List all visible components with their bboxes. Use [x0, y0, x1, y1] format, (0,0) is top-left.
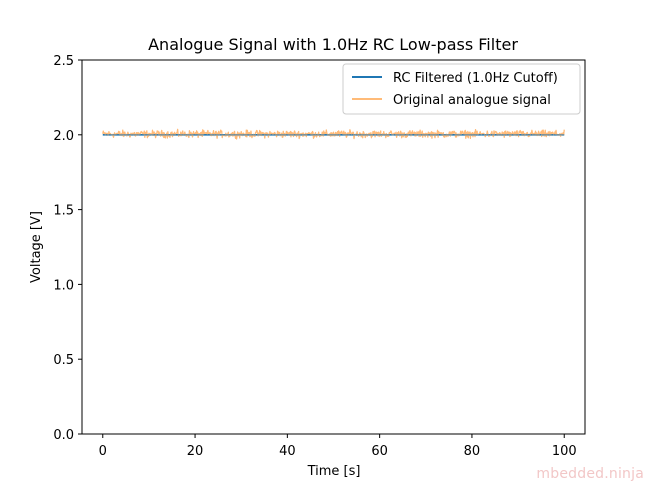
- x-tick-label: 100: [552, 444, 577, 459]
- x-tick-label: 40: [279, 444, 296, 459]
- plot-area: [81, 59, 586, 435]
- y-axis: 0.0 0.5 1.0 1.5 2.0 2.5: [53, 54, 82, 443]
- legend-label-rc-filtered: RC Filtered (1.0Hz Cutoff): [393, 71, 558, 86]
- y-tick-label: 1.5: [53, 204, 74, 219]
- x-tick-label: 60: [371, 444, 388, 459]
- y-tick-label: 0.5: [53, 353, 74, 368]
- series-filtered: [102, 128, 565, 140]
- legend: RC Filtered (1.0Hz Cutoff) Original anal…: [342, 63, 581, 115]
- original-signal-overlay: [102, 128, 565, 140]
- legend-box: [342, 63, 581, 115]
- watermark: mbedded.ninja: [536, 466, 644, 482]
- y-tick-label: 2.0: [53, 129, 74, 144]
- y-tick-label: 1.0: [53, 278, 74, 293]
- chart-title: Analogue Signal with 1.0Hz RC Low-pass F…: [148, 35, 518, 54]
- x-axis-label: Time [s]: [307, 464, 361, 479]
- x-axis: 0 20 40 60 80 100: [99, 434, 577, 459]
- y-tick-label: 0.0: [53, 428, 74, 443]
- legend-label-original: Original analogue signal: [393, 93, 551, 108]
- x-tick-label: 80: [464, 444, 481, 459]
- x-tick-label: 0: [99, 444, 107, 459]
- x-tick-label: 20: [187, 444, 204, 459]
- y-axis-label: Voltage [V]: [29, 211, 44, 283]
- axes-frame: [81, 59, 586, 435]
- y-tick-label: 2.5: [53, 54, 74, 69]
